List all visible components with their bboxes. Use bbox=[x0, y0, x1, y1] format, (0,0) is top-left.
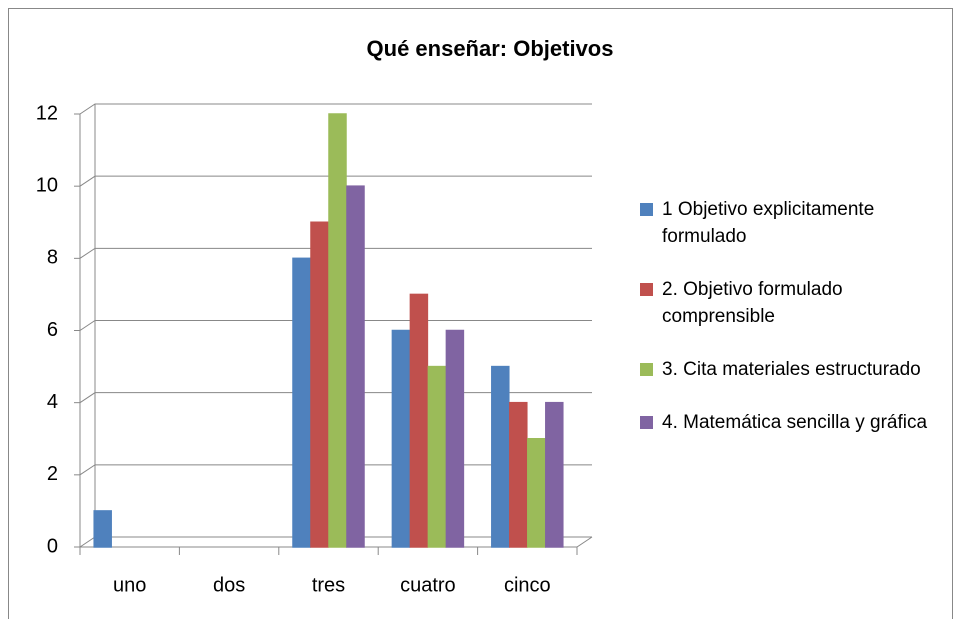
bar bbox=[509, 401, 528, 548]
legend-label: 3. Cita materiales estructurado bbox=[662, 359, 921, 380]
bar bbox=[545, 401, 564, 548]
bar bbox=[391, 329, 411, 548]
x-tick-label: uno bbox=[113, 574, 146, 596]
chart-border bbox=[8, 8, 953, 619]
legend-entry: 3. Cita materiales estructurado bbox=[640, 356, 940, 383]
y-tick-label: 6 bbox=[47, 319, 58, 341]
y-tick-label: 12 bbox=[36, 102, 58, 124]
x-tick-label: dos bbox=[213, 574, 245, 596]
legend-label: 2. Objetivo formulado comprensible bbox=[662, 279, 843, 327]
y-tick-label: 0 bbox=[47, 535, 58, 557]
bar bbox=[527, 438, 546, 548]
bar bbox=[292, 257, 311, 548]
legend-label: 1 Objetivo explicitamente formulado bbox=[662, 199, 875, 247]
bar bbox=[445, 329, 465, 548]
grid-line bbox=[79, 103, 592, 115]
bar bbox=[93, 510, 112, 548]
bar bbox=[427, 365, 447, 548]
chart-title: Qué enseñar: Objetivos bbox=[367, 36, 614, 61]
bar bbox=[328, 113, 347, 548]
legend-swatch bbox=[640, 283, 653, 296]
y-tick-label: 2 bbox=[47, 463, 58, 485]
bar bbox=[310, 221, 329, 548]
legend-label: 4. Matemática sencilla y gráfica bbox=[662, 412, 928, 433]
legend-swatch bbox=[640, 203, 653, 216]
x-tick-label: cuatro bbox=[400, 574, 456, 596]
x-tick-label: tres bbox=[312, 574, 345, 596]
bar bbox=[491, 365, 510, 548]
bar bbox=[409, 293, 429, 548]
legend-entry: 1 Objetivo explicitamente formulado bbox=[640, 196, 940, 250]
y-tick-label: 10 bbox=[36, 174, 58, 196]
y-tick-label: 8 bbox=[47, 247, 58, 269]
y-tick-label: 4 bbox=[47, 391, 58, 413]
legend-entry: 2. Objetivo formulado comprensible bbox=[640, 276, 940, 330]
x-tick-label: cinco bbox=[504, 574, 551, 596]
legend-entry: 4. Matemática sencilla y gráfica bbox=[640, 409, 940, 436]
legend-swatch bbox=[640, 416, 653, 429]
legend-swatch bbox=[640, 363, 653, 376]
bar bbox=[346, 185, 365, 548]
legend: 1 Objetivo explicitamente formulado 2. Ob… bbox=[640, 196, 940, 462]
